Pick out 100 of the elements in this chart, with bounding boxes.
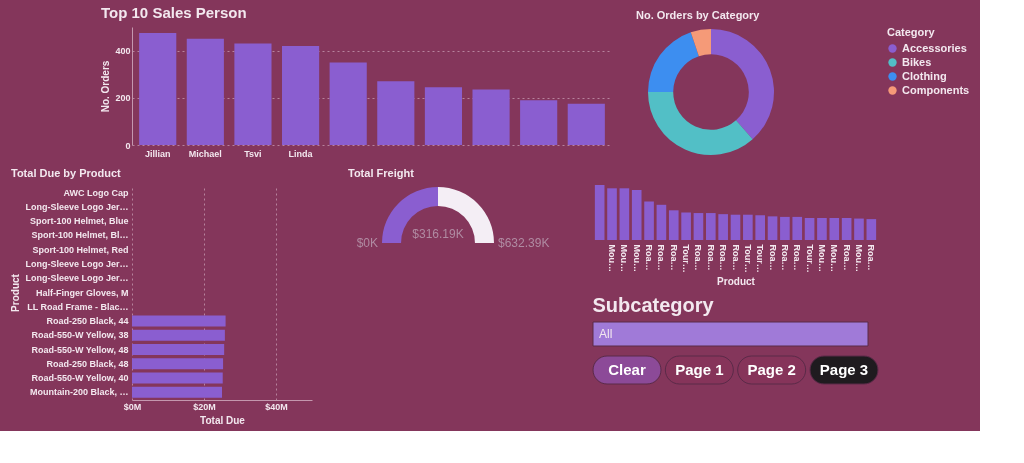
donut-slice xyxy=(711,29,774,140)
x-tick-label: Tour… xyxy=(681,244,692,273)
y-tick-label: Long-Sleeve Logo Jer… xyxy=(25,258,129,269)
y-tick-label: Road-550-W Yellow, 48 xyxy=(31,344,129,355)
text: Page 3 xyxy=(819,361,869,378)
x-tick-label: Roa… xyxy=(767,244,778,271)
x-tick-label: $20M xyxy=(193,401,216,412)
donut-slice xyxy=(690,29,711,57)
y-tick-label: Mountain-200 Black, … xyxy=(29,387,129,398)
x-tick-label: Roa… xyxy=(705,244,716,271)
bar xyxy=(841,218,852,240)
bar xyxy=(705,213,716,240)
y-tick-label: Road-550-W Yellow, 40 xyxy=(31,373,129,384)
text: $632.39K xyxy=(498,236,550,250)
text: Page 1 xyxy=(675,361,724,378)
bar xyxy=(520,100,558,145)
bar xyxy=(829,218,840,240)
x-tick-label: Roa… xyxy=(841,244,852,271)
bar xyxy=(792,216,803,240)
bar xyxy=(329,62,367,145)
y-tick-label: Half-Finger Gloves, M xyxy=(35,287,129,298)
x-axis-title: Product xyxy=(717,275,756,287)
bar xyxy=(656,204,667,240)
text: $0K xyxy=(356,236,378,250)
y-tick-label: Road-250 Black, 48 xyxy=(46,358,129,369)
y-tick-label: Sport-100 Helmet, Bl… xyxy=(31,230,129,241)
bar xyxy=(186,38,224,145)
bar xyxy=(681,212,691,240)
bar xyxy=(854,218,864,240)
y-tick-label: Road-550-W Yellow, 38 xyxy=(31,330,129,341)
x-tick-label: Roa… xyxy=(656,244,667,271)
bar xyxy=(607,188,617,240)
x-tick-label: Jillian xyxy=(144,148,171,159)
bar xyxy=(668,210,679,240)
chart-title: Total Due by Product xyxy=(10,167,122,179)
bar xyxy=(472,89,510,145)
x-tick-label: Mou… xyxy=(631,244,642,272)
bar xyxy=(730,214,741,240)
x-tick-label: Mou… xyxy=(829,244,840,272)
x-tick-label: Roa… xyxy=(718,244,729,271)
bar xyxy=(139,32,177,145)
legend-label: Clothing xyxy=(902,69,947,82)
bar xyxy=(718,214,728,240)
text: Clear xyxy=(608,361,646,378)
text: Subcategory xyxy=(592,293,715,316)
x-tick-label: Roa… xyxy=(779,244,790,271)
x-tick-label: $0M xyxy=(123,401,142,412)
y-tick-label: 0 xyxy=(125,140,131,151)
bar xyxy=(234,43,272,145)
bar xyxy=(424,87,462,145)
x-tick-label: Roa… xyxy=(866,244,877,271)
x-axis-title: Total Due xyxy=(200,414,246,426)
x-tick-label: Mou… xyxy=(619,244,630,272)
x-tick-label: Mou… xyxy=(853,244,864,272)
y-tick-label: LL Road Frame - Blac… xyxy=(27,301,129,312)
text: All xyxy=(599,327,613,341)
y-axis-title: No. Orders xyxy=(100,60,112,113)
y-tick-label: AWC Logo Cap xyxy=(63,187,129,198)
legend-label: Accessories xyxy=(902,41,967,54)
x-tick-label: Linda xyxy=(288,148,314,159)
x-tick-label: Roa… xyxy=(668,244,679,271)
donut-slice xyxy=(648,92,753,155)
bar xyxy=(804,218,815,240)
y-tick-label: Sport-100 Helmet, Red xyxy=(32,244,129,255)
chart-title: Total Freight xyxy=(348,167,415,179)
bar xyxy=(767,216,778,240)
x-tick-label: Tour… xyxy=(804,244,815,273)
x-tick-label: Mou… xyxy=(816,244,827,272)
bar xyxy=(644,201,654,240)
bar xyxy=(817,218,827,240)
bar xyxy=(377,81,415,145)
bar xyxy=(594,185,605,240)
bar xyxy=(567,103,605,145)
y-tick-label: 200 xyxy=(115,93,131,104)
y-tick-label: Road-250 Black, 44 xyxy=(46,316,129,327)
x-tick-label: Tour… xyxy=(755,244,766,273)
chart-title: Top 10 Sales Person xyxy=(100,4,247,21)
y-axis-title: Product xyxy=(10,273,22,312)
bar xyxy=(866,219,877,240)
chart-title: No. Orders by Category xyxy=(636,9,761,21)
text: Page 2 xyxy=(747,361,796,378)
y-tick-label: Sport-100 Helmet, Blue xyxy=(29,216,129,227)
x-tick-label: $40M xyxy=(265,401,288,412)
bar xyxy=(693,213,704,240)
y-tick-label: Long-Sleeve Logo Jer… xyxy=(25,201,129,212)
x-tick-label: Roa… xyxy=(644,244,655,271)
bar xyxy=(631,189,642,240)
x-tick-label: Roa… xyxy=(792,244,803,271)
x-tick-label: Tsvi xyxy=(244,148,262,159)
data-label: $316.19K xyxy=(412,227,464,241)
legend-label: Components xyxy=(902,83,970,96)
legend-title: Category xyxy=(887,26,936,38)
bar xyxy=(780,216,790,240)
x-tick-label: Michael xyxy=(188,148,222,159)
donut-slice xyxy=(648,32,699,92)
bar xyxy=(282,45,320,145)
bar xyxy=(755,215,766,240)
bar xyxy=(743,214,753,240)
x-tick-label: Mou… xyxy=(607,244,618,272)
x-tick-label: Roa… xyxy=(693,244,704,271)
